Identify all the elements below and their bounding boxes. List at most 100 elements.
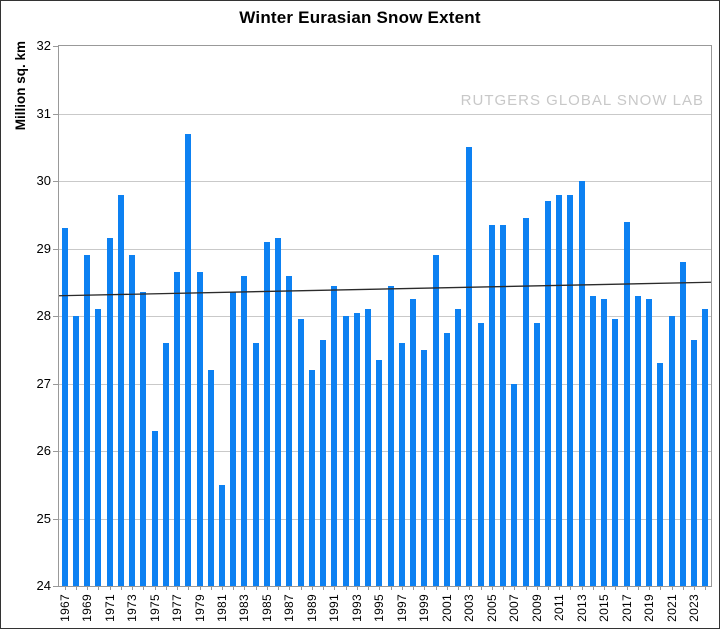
bar: [117, 194, 124, 586]
x-tick: [548, 586, 549, 590]
x-tick-label: 2011: [552, 594, 567, 622]
x-tick: [626, 586, 628, 590]
x-tick: [649, 586, 651, 590]
x-tick: [604, 586, 606, 590]
x-tick: [143, 586, 145, 590]
x-tick: [345, 586, 347, 590]
bar: [342, 316, 349, 586]
x-tick: [491, 586, 493, 590]
x-tick-label: 2003: [462, 594, 477, 622]
bar: [488, 224, 495, 586]
gridline: [59, 248, 711, 250]
x-tick: [480, 586, 482, 590]
bar: [601, 299, 608, 586]
x-tick: [424, 586, 426, 590]
bar: [443, 332, 450, 586]
y-tick-label: 28: [36, 308, 51, 323]
y-tick: [53, 181, 58, 182]
x-tick: [154, 586, 156, 590]
bar: [679, 262, 686, 586]
x-tick-label: 1975: [147, 594, 162, 622]
bar: [207, 370, 214, 586]
x-tick-label: 1971: [102, 594, 117, 622]
bar: [657, 363, 664, 586]
x-tick: [503, 586, 505, 590]
x-tick: [233, 586, 235, 590]
bar: [151, 430, 158, 586]
bar: [252, 343, 259, 586]
x-tick-label: 1973: [125, 594, 140, 622]
x-tick: [120, 586, 122, 590]
bar: [578, 181, 585, 586]
bar: [61, 228, 68, 586]
x-tick: [446, 586, 448, 590]
x-tick: [413, 586, 415, 590]
x-tick: [390, 586, 392, 590]
bar: [297, 319, 304, 586]
bar: [634, 295, 641, 586]
y-tick-label: 29: [36, 240, 51, 256]
x-tick: [278, 586, 280, 590]
x-tick-label: 1977: [170, 594, 185, 622]
x-tick: [188, 586, 190, 590]
x-tick: [570, 586, 572, 590]
bar: [230, 292, 237, 586]
bar: [545, 201, 551, 586]
x-tick: [637, 586, 639, 590]
x-tick-label: 2019: [642, 594, 657, 622]
chart-title: Winter Eurasian Snow Extent: [239, 8, 481, 27]
bar: [421, 349, 428, 586]
x-tick: [311, 586, 313, 590]
x-tick: [356, 586, 358, 590]
bar: [668, 316, 675, 586]
bar: [500, 224, 507, 586]
x-tick: [98, 586, 100, 590]
x-tick: [132, 586, 134, 590]
watermark: RUTGERS GLOBAL SNOW LAB: [460, 92, 704, 109]
x-tick-label: 1991: [327, 594, 342, 622]
y-tick: [53, 113, 58, 115]
bar: [432, 255, 439, 586]
bar: [477, 322, 484, 586]
x-tick: [469, 586, 471, 590]
bar: [567, 194, 574, 586]
bar: [174, 272, 181, 586]
x-tick: [165, 586, 167, 590]
x-tick-label: 2001: [439, 594, 454, 622]
x-tick-label: 2021: [664, 594, 679, 622]
x-tick: [705, 586, 707, 590]
y-tick-label: 25: [36, 510, 51, 526]
bar: [263, 241, 270, 586]
y-tick-label: 31: [36, 105, 51, 121]
bar: [140, 292, 147, 586]
x-tick-label: 1987: [282, 594, 297, 622]
x-tick: [615, 586, 617, 590]
y-tick: [53, 383, 58, 385]
bar: [331, 285, 338, 586]
x-tick-label: 2007: [507, 594, 522, 622]
x-tick: [458, 586, 460, 590]
x-tick-label: 2023: [687, 594, 702, 622]
bar: [511, 383, 518, 586]
gridline: [59, 518, 711, 520]
y-tick: [53, 586, 58, 587]
bar: [556, 194, 563, 586]
x-tick-label: 2015: [597, 594, 612, 622]
bar: [612, 319, 619, 586]
x-tick: [401, 586, 403, 590]
x-tick-label: 1993: [349, 594, 364, 622]
x-tick: [75, 586, 77, 590]
bar: [275, 238, 282, 586]
bar: [241, 275, 248, 586]
bar: [589, 295, 596, 586]
x-tick-label: 1999: [417, 594, 432, 622]
x-tick: [87, 586, 89, 590]
x-tick: [435, 586, 437, 590]
bar: [129, 255, 136, 586]
x-tick: [379, 586, 381, 590]
bar: [455, 309, 462, 586]
bar: [387, 285, 394, 586]
x-tick: [682, 586, 684, 590]
x-tick-label: 1979: [192, 594, 207, 622]
x-tick: [660, 586, 662, 590]
